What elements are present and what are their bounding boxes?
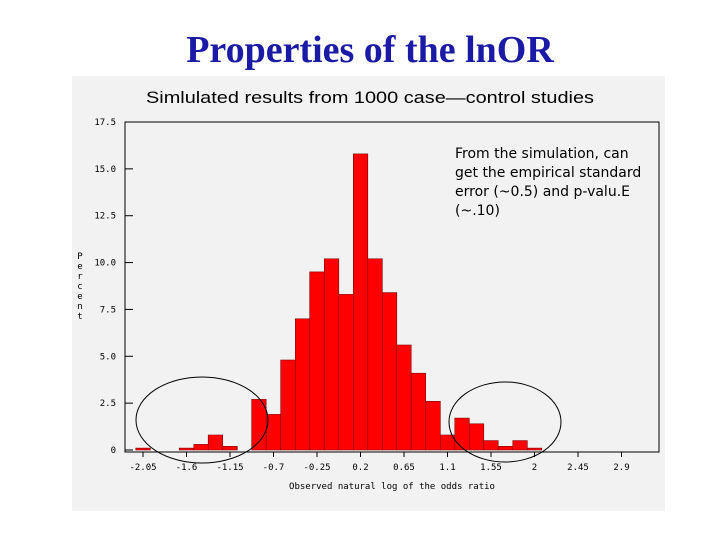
- chart-panel: Simlulated results from 1000 case—contro…: [72, 76, 665, 511]
- simulation-annotation: From the simulation, can get the empiric…: [455, 146, 642, 219]
- histogram-bar: [468, 423, 485, 451]
- histogram-bar: [135, 447, 151, 451]
- y-axis-label-letter: n: [77, 302, 82, 312]
- histogram-bar: [381, 292, 398, 451]
- y-axis-label-letter: e: [77, 262, 82, 272]
- axis-ticks: 0 2.5 5.0 7.5 10.0 12.5 15.0 17.5 -2.05 -1.6 -1.15…: [94, 118, 629, 473]
- histogram-bar: [193, 444, 209, 451]
- x-tick-label: -2.05: [129, 463, 156, 473]
- histogram-bar: [526, 447, 543, 451]
- y-axis-label-letter: t: [77, 312, 82, 322]
- slide-title: Properties of the lnOR: [186, 29, 554, 71]
- histogram-bar: [410, 372, 427, 451]
- histogram-bar: [338, 294, 354, 451]
- x-tick-label: -1.15: [216, 463, 243, 473]
- x-tick-label: 1.1: [439, 463, 455, 473]
- histogram-bar: [295, 318, 311, 451]
- histogram-bar: [367, 258, 383, 451]
- histogram-bar: [222, 445, 238, 451]
- histogram-bar: [512, 440, 528, 451]
- x-tick-label: -1.6: [176, 463, 198, 473]
- histogram-bar: [352, 153, 369, 451]
- y-axis-label-letter: e: [77, 292, 82, 302]
- x-tick-label: 0.2: [352, 463, 368, 473]
- y-axis-label-letter: P: [77, 252, 83, 262]
- x-axis-label: Observed natural log of the odds ratio: [289, 482, 495, 492]
- right-tail-ellipse: [448, 381, 562, 463]
- left-tail-ellipse: [135, 376, 269, 464]
- y-tick-label: 10.0: [94, 259, 116, 269]
- x-tick-label: -0.7: [263, 463, 285, 473]
- chart-title: Simlulated results from 1000 case—contro…: [146, 88, 594, 107]
- histogram-bar: [324, 258, 340, 451]
- x-tick-label: 0.65: [393, 463, 415, 473]
- histogram-bar: [396, 344, 412, 451]
- histogram-bar: [309, 271, 325, 451]
- histogram-bar: [425, 400, 441, 451]
- histogram-bar: [280, 359, 296, 451]
- y-axis-label-letter: r: [77, 272, 83, 282]
- y-tick-label: 2.5: [100, 399, 116, 409]
- histogram-bar: [207, 434, 223, 451]
- y-tick-label: 17.5: [94, 118, 116, 128]
- y-tick-label: 7.5: [100, 305, 116, 315]
- x-tick-label: 1.55: [480, 463, 502, 473]
- y-tick-label: 12.5: [94, 212, 116, 222]
- x-tick-label: -0.25: [303, 463, 330, 473]
- histogram-bar: [497, 445, 514, 451]
- histogram-bars: [135, 153, 543, 451]
- histogram-bar: [454, 417, 470, 451]
- x-tick-label: 2.9: [613, 463, 629, 473]
- y-tick-label: 5.0: [100, 352, 116, 362]
- x-tick-label: 2.45: [567, 463, 589, 473]
- plot-frame: [124, 121, 660, 453]
- histogram-bar: [483, 440, 499, 451]
- y-tick-label: 0: [111, 446, 116, 456]
- y-tick-label: 15.0: [94, 165, 116, 175]
- histogram-bar: [178, 447, 194, 451]
- x-tick-label: 2: [532, 463, 537, 473]
- histogram-chart: Simlulated results from 1000 case—contro…: [77, 88, 660, 492]
- y-axis-label-letter: c: [77, 282, 82, 292]
